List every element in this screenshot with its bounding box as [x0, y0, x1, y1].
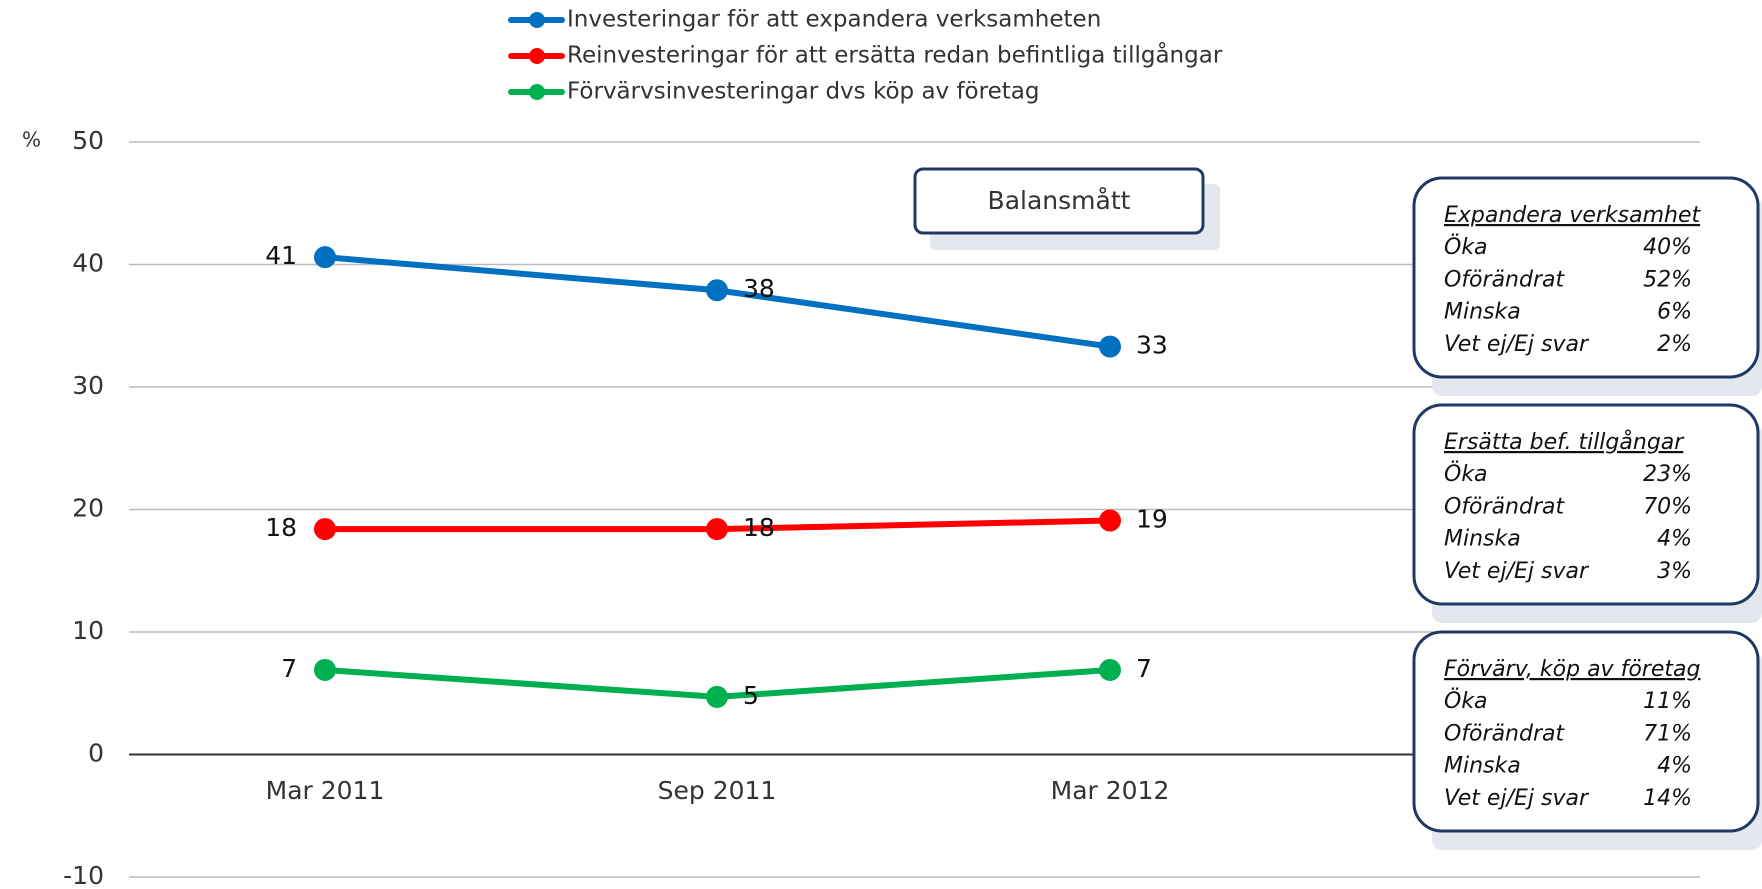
- data-point: [1099, 658, 1121, 681]
- panel-row-label: Öka: [1444, 461, 1488, 487]
- panel: [1412, 630, 1760, 833]
- panel-row-value: 52%: [1643, 267, 1692, 292]
- panel-row-label: Minska: [1444, 754, 1521, 779]
- panel-row-label: Vet ej/Ej svar: [1444, 559, 1590, 584]
- panel-row-value: 2%: [1657, 332, 1692, 357]
- panel-row-value: 4%: [1657, 527, 1692, 552]
- panel-row-value: 71%: [1643, 721, 1692, 746]
- panel-row-label: Vet ej/Ej svar: [1444, 332, 1590, 357]
- y-tick-label: -10: [63, 861, 104, 889]
- panel-row-value: 11%: [1643, 689, 1692, 714]
- panel-row-value: 3%: [1657, 559, 1692, 584]
- x-tick-label: Sep 2011: [658, 776, 777, 805]
- data-label: 19: [1136, 505, 1168, 534]
- data-point: [706, 518, 728, 541]
- data-label: 18: [743, 513, 775, 542]
- legend-label: Förvärvsinvesteringar dvs köp av företag: [567, 79, 1039, 105]
- panel-title: Förvärv, köp av företag: [1444, 657, 1700, 682]
- annotation-box: [913, 167, 1205, 235]
- panel-row-label: Oförändrat: [1444, 267, 1565, 292]
- panel: [1412, 403, 1760, 606]
- panel-row-label: Minska: [1444, 527, 1521, 552]
- data-label: 7: [281, 654, 297, 683]
- data-point: [706, 685, 728, 708]
- data-label: 18: [265, 513, 297, 542]
- y-tick-label: 40: [72, 249, 104, 278]
- data-point: [314, 246, 336, 269]
- annotation: Balansmått: [988, 186, 1131, 215]
- data-point: [314, 518, 336, 541]
- panel-row-value: 6%: [1657, 300, 1692, 325]
- panel: [1412, 176, 1760, 379]
- data-label: 33: [1136, 331, 1168, 360]
- data-label: 38: [743, 274, 775, 303]
- legend-label: Reinvesteringar för att ersätta redan be…: [567, 41, 1223, 69]
- y-tick-label: 50: [72, 126, 104, 155]
- panel-row-value: 4%: [1657, 754, 1692, 779]
- x-tick-label: Mar 2012: [1051, 776, 1170, 805]
- data-label: 7: [1136, 654, 1152, 683]
- data-point: [706, 279, 728, 302]
- panel-row-value: 70%: [1643, 494, 1692, 519]
- panel-title: Expandera verksamhet: [1444, 203, 1702, 228]
- panel-row-label: Vet ej/Ej svar: [1444, 786, 1590, 811]
- legend-marker: [529, 12, 545, 28]
- series-line: [324, 254, 1111, 350]
- panel-row-value: 14%: [1643, 786, 1692, 811]
- panel-row-label: Öka: [1444, 234, 1488, 260]
- panel-row-value: 40%: [1643, 235, 1692, 260]
- x-tick-label: Mar 2011: [266, 776, 385, 805]
- panel-row-label: Minska: [1444, 300, 1521, 325]
- legend-marker: [529, 48, 545, 64]
- y-unit: %: [22, 128, 41, 152]
- y-tick-label: 10: [72, 616, 104, 645]
- panel-row-label: Oförändrat: [1444, 721, 1565, 746]
- panel-row-label: Oförändrat: [1444, 494, 1565, 519]
- data-label: 41: [265, 241, 297, 270]
- data-label: 5: [743, 681, 759, 710]
- data-point: [1099, 335, 1121, 358]
- y-tick-label: 0: [88, 739, 104, 768]
- data-point: [1099, 509, 1121, 532]
- y-tick-label: 30: [72, 371, 104, 400]
- y-tick-label: 20: [72, 494, 104, 523]
- legend-marker: [529, 84, 545, 100]
- data-point: [314, 658, 336, 681]
- legend-label: Investeringar för att expandera verksamh…: [567, 7, 1101, 33]
- panel-title: Ersätta bef. tillgångar: [1444, 429, 1685, 455]
- panel-row-value: 23%: [1643, 462, 1692, 487]
- panel-row-label: Öka: [1444, 688, 1488, 714]
